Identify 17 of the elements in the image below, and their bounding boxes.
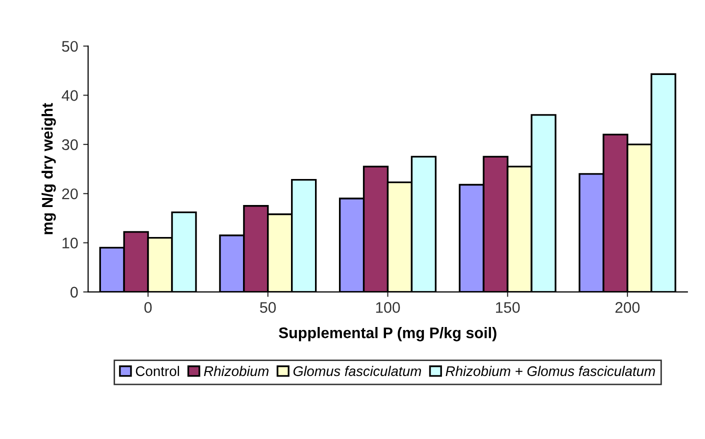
x-tick-label: 150 (496, 302, 520, 313)
y-tick-label: 0 (70, 286, 78, 298)
x-tick-label: 100 (376, 302, 400, 313)
y-tick-label: 10 (62, 238, 78, 248)
y-tick-label: 20 (62, 188, 78, 200)
x-axis-title: Supplemental P (mg P/kg soil) (278, 327, 496, 342)
x-tick-label: 50 (260, 302, 276, 313)
legend-label: Rhizobium + Glomus fasciculatum (446, 366, 655, 376)
y-axis-title: mg N/g dry weight (42, 102, 56, 234)
y-tick-label: 50 (62, 40, 78, 52)
y-tick-label: 40 (62, 90, 78, 101)
legend-label: Rhizobium (204, 366, 269, 376)
legend-label: Control (136, 366, 180, 376)
x-tick-label: 200 (615, 302, 640, 313)
legend-label: Glomus fasciculatum (293, 366, 422, 376)
x-tick-label: 0 (144, 302, 152, 313)
y-tick-label: 30 (62, 139, 78, 150)
